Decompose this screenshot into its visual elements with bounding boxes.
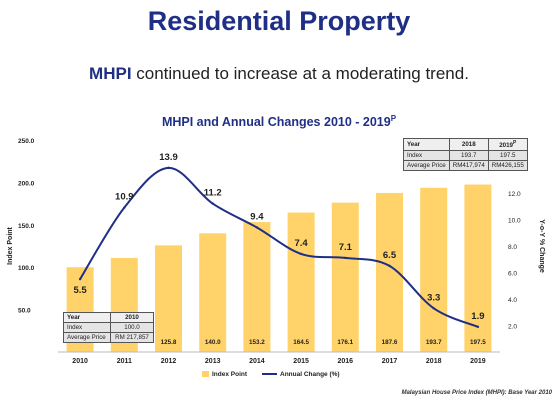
bar-value-label: 197.5 — [470, 339, 486, 346]
bar-2018 — [420, 187, 448, 352]
line-point-2015 — [299, 252, 303, 256]
y-tick-label: 250.0 — [18, 138, 35, 145]
line-point-2014 — [255, 226, 259, 229]
x-tick-label: 2012 — [161, 358, 177, 365]
line-point-2013 — [211, 202, 214, 205]
y2-tick-label: 2.0 — [508, 324, 517, 331]
table-row: Index 100.0 — [63, 322, 154, 333]
table-cell: 100.0 — [110, 322, 154, 333]
table-cell: 197.5 — [487, 150, 528, 162]
legend-label-annual-change: Annual Change (%) — [280, 371, 340, 378]
bar-2014 — [243, 222, 271, 352]
x-tick-label: 2013 — [205, 358, 221, 365]
table-cell: Index — [63, 322, 111, 333]
bar-2016 — [331, 202, 359, 352]
line-value-label: 9.4 — [250, 211, 264, 222]
bar-value-label: 140.0 — [205, 339, 221, 346]
table-cell: Average Price — [63, 332, 111, 343]
x-tick-label: 2016 — [338, 358, 354, 365]
table-header-cell: 2019P — [487, 137, 528, 152]
table-header-cell: Year — [403, 137, 450, 152]
bar-value-label: 193.7 — [426, 339, 442, 346]
y2-tick-label: 12.0 — [508, 191, 521, 198]
bar-2012 — [155, 245, 182, 352]
x-tick-label: 2014 — [249, 358, 265, 365]
line-point-2011 — [123, 206, 126, 209]
table-cell: 193.7 — [448, 150, 489, 162]
table-header-row: Year 2010 — [63, 312, 154, 323]
y-tick-label: 100.0 — [18, 265, 35, 272]
table-header-year: 2019 — [499, 142, 513, 150]
series-line-annual-change — [79, 166, 479, 328]
table-row: Index 193.7 197.5 — [403, 150, 528, 162]
bar-value-label: 164.5 — [293, 339, 309, 346]
line-point-2019 — [476, 325, 480, 329]
bar-value-label: 153.2 — [249, 339, 265, 346]
x-tick-label: 2018 — [426, 358, 442, 365]
line-point-2012 — [167, 166, 170, 170]
table-header-superscript: P — [512, 140, 517, 146]
table-2018-2019: Year 2018 2019P Index 193.7 197.5 Averag… — [403, 137, 528, 172]
line-value-label: 7.4 — [294, 238, 308, 249]
y2-tick-label: 6.0 — [508, 271, 517, 278]
table-header-cell: Year — [63, 312, 111, 323]
table-header-cell: 2010 — [110, 312, 154, 323]
chart-title: MHPI and Annual Changes 2010 - 2019P — [0, 114, 558, 129]
subtitle: MHPI continued to increase at a moderati… — [0, 64, 558, 84]
table-cell: Average Price — [403, 160, 450, 172]
y-tick-label: 200.0 — [18, 180, 35, 187]
line-value-label: 6.5 — [383, 250, 397, 261]
x-tick-label: 2015 — [293, 358, 309, 365]
bar-2015 — [287, 212, 315, 352]
table-cell: RM 217,857 — [110, 332, 154, 343]
table-cell: Index — [403, 150, 450, 162]
x-tick-label: 2019 — [470, 358, 486, 365]
x-tick-label: 2011 — [117, 358, 132, 365]
line-value-label: 13.9 — [159, 152, 178, 163]
y-axis-title: Index Point — [7, 226, 14, 264]
bar-value-label: 176.1 — [337, 339, 353, 346]
table-row: Average Price RM417,974 RM426,155 — [403, 160, 528, 172]
page-title: Residential Property — [147, 6, 411, 36]
line-point-2010 — [78, 277, 82, 281]
y2-tick-label: 10.0 — [508, 218, 521, 225]
line-value-label: 11.2 — [204, 188, 222, 199]
subtitle-text: continued to increase at a moderating tr… — [131, 64, 469, 83]
chart-title-text: MHPI and Annual Changes 2010 - 2019 — [161, 115, 391, 130]
y2-tick-label: 8.0 — [508, 244, 517, 251]
line-value-label: 1.9 — [471, 311, 484, 322]
line-value-label: 3.3 — [427, 292, 440, 303]
table-header-cell: 2018 — [448, 137, 489, 152]
chart-title-superscript: P — [390, 114, 397, 123]
line-point-2018 — [432, 307, 435, 310]
bar-value-label: 187.6 — [382, 339, 398, 346]
y-tick-label: 150.0 — [18, 223, 35, 230]
bar-2013 — [199, 233, 227, 352]
line-value-label: 7.1 — [339, 242, 353, 253]
line-point-2017 — [388, 264, 391, 268]
bar-value-label: 125.8 — [161, 339, 177, 346]
line-value-label: 10.9 — [115, 192, 134, 203]
y-tick-label: 50.0 — [18, 308, 31, 315]
table-header-row: Year 2018 2019P — [403, 137, 528, 152]
legend-label-index-point: Index Point — [212, 371, 248, 378]
table-2010: Year 2010 Index 100.0 Average Price RM 2… — [63, 312, 154, 343]
y2-tick-label: 4.0 — [508, 297, 517, 304]
footnote: Malaysian House Price Index (MHPI): Base… — [401, 390, 552, 396]
x-tick-label: 2017 — [382, 358, 398, 365]
line-value-label: 5.5 — [73, 285, 87, 296]
line-point-2016 — [344, 256, 347, 260]
table-cell: RM417,974 — [448, 160, 489, 172]
x-tick-label: 2010 — [72, 358, 88, 365]
legend-swatch-index-point — [202, 371, 209, 377]
y2-axis-title: Y-o-Y % Change — [538, 219, 545, 273]
subtitle-highlight: MHPI — [89, 64, 132, 83]
table-cell: RM426,155 — [487, 160, 528, 172]
table-row: Average Price RM 217,857 — [63, 332, 154, 343]
